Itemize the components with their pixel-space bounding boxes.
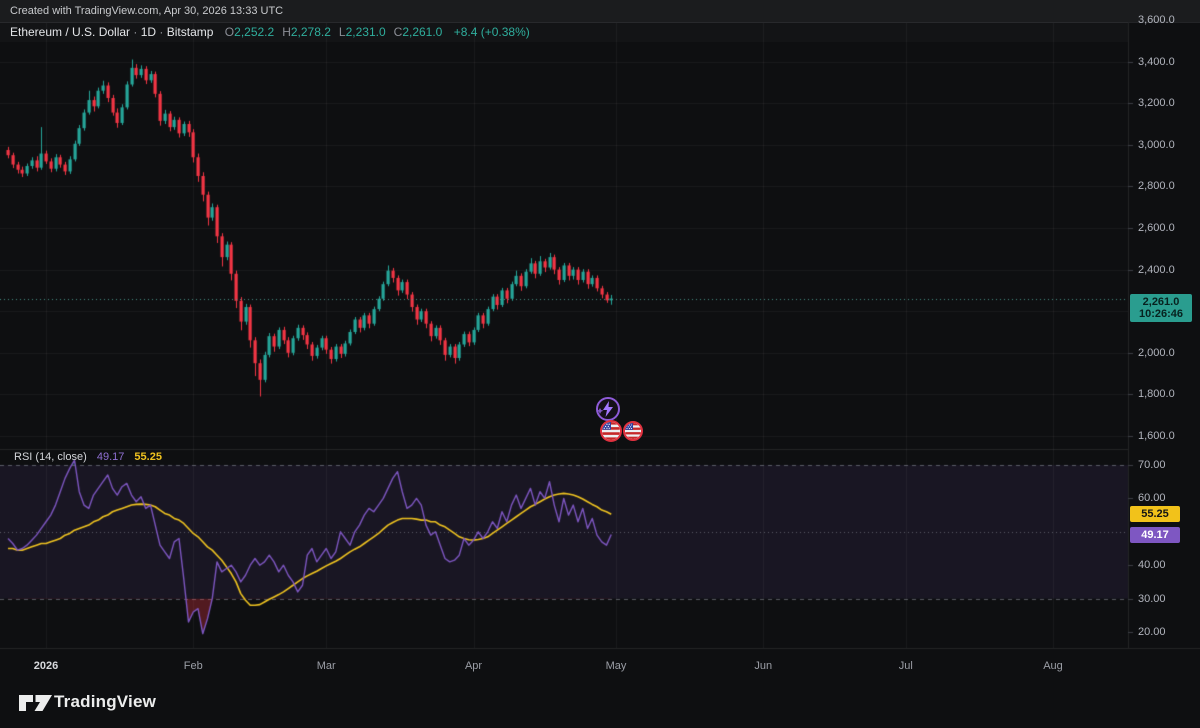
us-flag-sticker[interactable] xyxy=(600,420,622,442)
rsi-axis-label: 49.17 xyxy=(1130,526,1180,543)
rsi-tick-60.00: 60.00 xyxy=(1138,492,1166,505)
price-tick-3,600.0: 3,600.0 xyxy=(1138,14,1175,26)
symbol-name[interactable]: Ethereum / U.S. Dollar xyxy=(10,25,131,39)
rsi-ma-current-value: 55.25 xyxy=(134,451,162,463)
price-axis[interactable] xyxy=(1128,22,1200,648)
tradingview-logo-icon[interactable] xyxy=(18,693,54,714)
symbol-legend[interactable]: Ethereum / U.S. Dollar · 1D · Bitstamp O… xyxy=(10,25,530,39)
interval-value[interactable]: 1D xyxy=(140,25,157,39)
price-tick-1,800.0: 1,800.0 xyxy=(1138,388,1175,401)
change-value: +8.4 (+0.38%) xyxy=(453,25,530,39)
ohlc-key-L: L xyxy=(338,25,346,39)
exchange-name: Bitstamp xyxy=(166,25,214,39)
last-price-label: 2,261.0 10:26:46 xyxy=(1130,293,1192,322)
ohlc-key-O: O xyxy=(224,25,235,39)
time-label-2026: 2026 xyxy=(33,660,59,672)
attribution-bar: Created with TradingView.com, Apr 30, 20… xyxy=(0,0,1200,23)
price-tick-3,200.0: 3,200.0 xyxy=(1138,97,1175,110)
legend-separator: · xyxy=(159,25,164,39)
rsi-title: RSI xyxy=(14,451,33,463)
us-flag-sticker[interactable] xyxy=(623,421,643,441)
rsi-legend[interactable]: RSI (14, close) 49.17 55.25 xyxy=(14,451,162,463)
rsi-ma-axis-label: 55.25 xyxy=(1130,506,1180,523)
ohlc-key-C: C xyxy=(393,25,403,39)
rsi-tick-30.00: 30.00 xyxy=(1138,592,1166,605)
time-label-Jul: Jul xyxy=(898,660,913,672)
ohlc-value-L: 2,231.0 xyxy=(345,25,386,39)
rsi-tick-70.00: 70.00 xyxy=(1138,459,1166,471)
rsi-tick-40.00: 40.00 xyxy=(1138,559,1166,572)
ohlc-key-H: H xyxy=(282,25,291,39)
tradingview-brand-text[interactable]: TradingView xyxy=(54,692,157,711)
rsi-current-value: 49.17 xyxy=(96,451,125,463)
rsi-tick-20.00: 20.00 xyxy=(1138,626,1166,638)
price-tick-2,000.0: 2,000.0 xyxy=(1138,346,1175,359)
time-label-May: May xyxy=(605,660,627,672)
bar-countdown: 10:26:46 xyxy=(1138,307,1184,320)
ohlc-value-O: 2,252.2 xyxy=(234,25,275,39)
ohlc-values: O2,252.2 H2,278.2 L2,231.0 C2,261.0 xyxy=(217,25,443,39)
price-tick-2,800.0: 2,800.0 xyxy=(1138,180,1175,193)
price-tick-2,400.0: 2,400.0 xyxy=(1138,263,1175,276)
rsi-params: (14, close) xyxy=(35,451,87,463)
time-label-Jun: Jun xyxy=(754,660,773,672)
lightning-sticker[interactable] xyxy=(596,397,620,421)
time-label-Mar: Mar xyxy=(316,660,336,672)
price-tick-2,600.0: 2,600.0 xyxy=(1138,222,1175,234)
ohlc-value-C: 2,261.0 xyxy=(402,25,443,39)
price-tick-3,000.0: 3,000.0 xyxy=(1138,138,1175,151)
legend-separator: · xyxy=(133,25,138,39)
time-label-Feb: Feb xyxy=(183,660,203,672)
time-axis[interactable] xyxy=(0,648,1200,676)
last-price-value: 2,261.0 xyxy=(1142,295,1180,308)
time-label-Aug: Aug xyxy=(1043,660,1063,672)
attribution-text: Created with TradingView.com, Apr 30, 20… xyxy=(10,5,284,17)
price-tick-1,600.0: 1,600.0 xyxy=(1138,430,1175,442)
time-label-Apr: Apr xyxy=(464,660,483,672)
footer: TradingView xyxy=(0,676,1200,728)
ohlc-value-H: 2,278.2 xyxy=(290,25,331,39)
price-tick-3,400.0: 3,400.0 xyxy=(1138,55,1175,68)
